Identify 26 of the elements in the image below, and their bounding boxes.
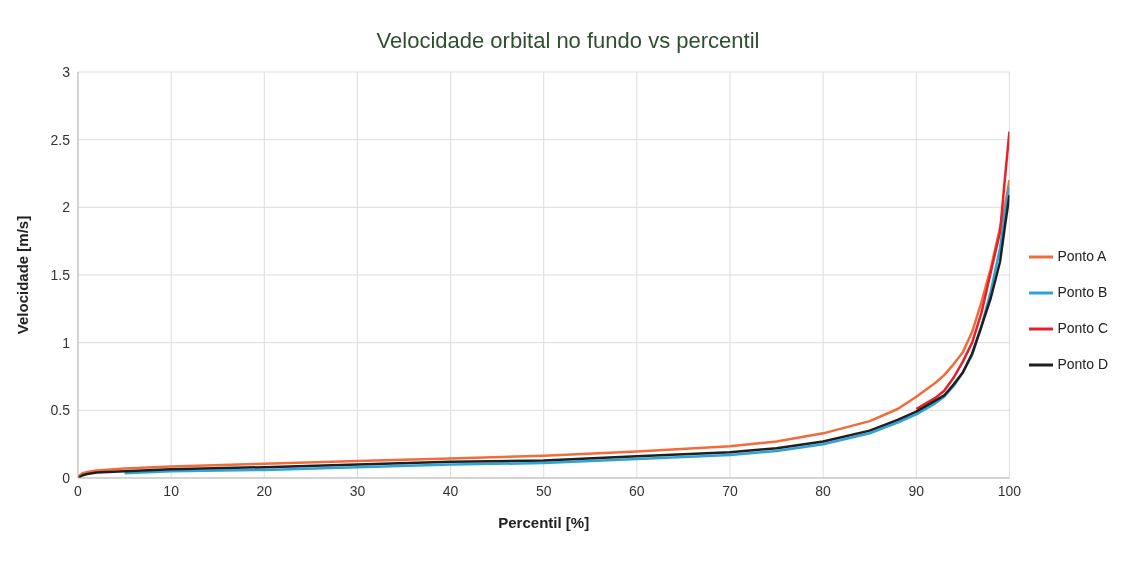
- y-axis-title: Velocidade [m/s]: [14, 215, 32, 335]
- x-tick-label: 0: [74, 482, 83, 499]
- y-tick-label: 0.5: [50, 402, 71, 419]
- y-tick-label: 0: [62, 469, 71, 486]
- x-tick-label: 100: [997, 482, 1022, 499]
- x-tick-label: 80: [815, 482, 832, 499]
- x-tick-label: 90: [908, 482, 925, 499]
- y-tick-label: 2.5: [50, 131, 71, 148]
- legend-label: Ponto C: [1057, 320, 1108, 336]
- legend-label: Ponto D: [1057, 356, 1108, 372]
- legend-label: Ponto A: [1057, 248, 1107, 264]
- line-series: [915, 130, 1010, 411]
- x-tick-label: 20: [256, 482, 273, 499]
- x-tick-label: 70: [722, 482, 738, 499]
- x-tick-label: 40: [442, 482, 459, 499]
- x-axis-title: Percentil [%]: [498, 514, 590, 531]
- y-tick-label: 1: [62, 334, 71, 351]
- x-tick-label: 50: [535, 482, 552, 499]
- y-tick-label: 3: [62, 63, 71, 80]
- y-tick-label: 2: [62, 199, 71, 216]
- y-tick-label: 1.5: [50, 266, 71, 283]
- x-tick-label: 10: [163, 482, 180, 499]
- chart-title: Velocidade orbital no fundo vs percentil: [375, 27, 761, 55]
- x-tick-label: 60: [629, 482, 645, 499]
- x-tick-label: 30: [349, 482, 366, 499]
- legend-label: Ponto B: [1057, 284, 1108, 300]
